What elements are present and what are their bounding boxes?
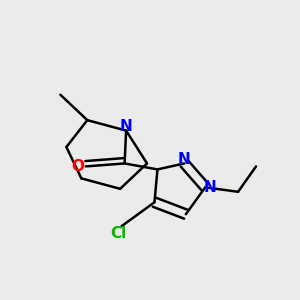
- Text: O: O: [71, 159, 84, 174]
- Text: N: N: [178, 152, 191, 167]
- Text: N: N: [203, 180, 216, 195]
- Text: N: N: [120, 118, 133, 134]
- Text: Cl: Cl: [110, 226, 127, 241]
